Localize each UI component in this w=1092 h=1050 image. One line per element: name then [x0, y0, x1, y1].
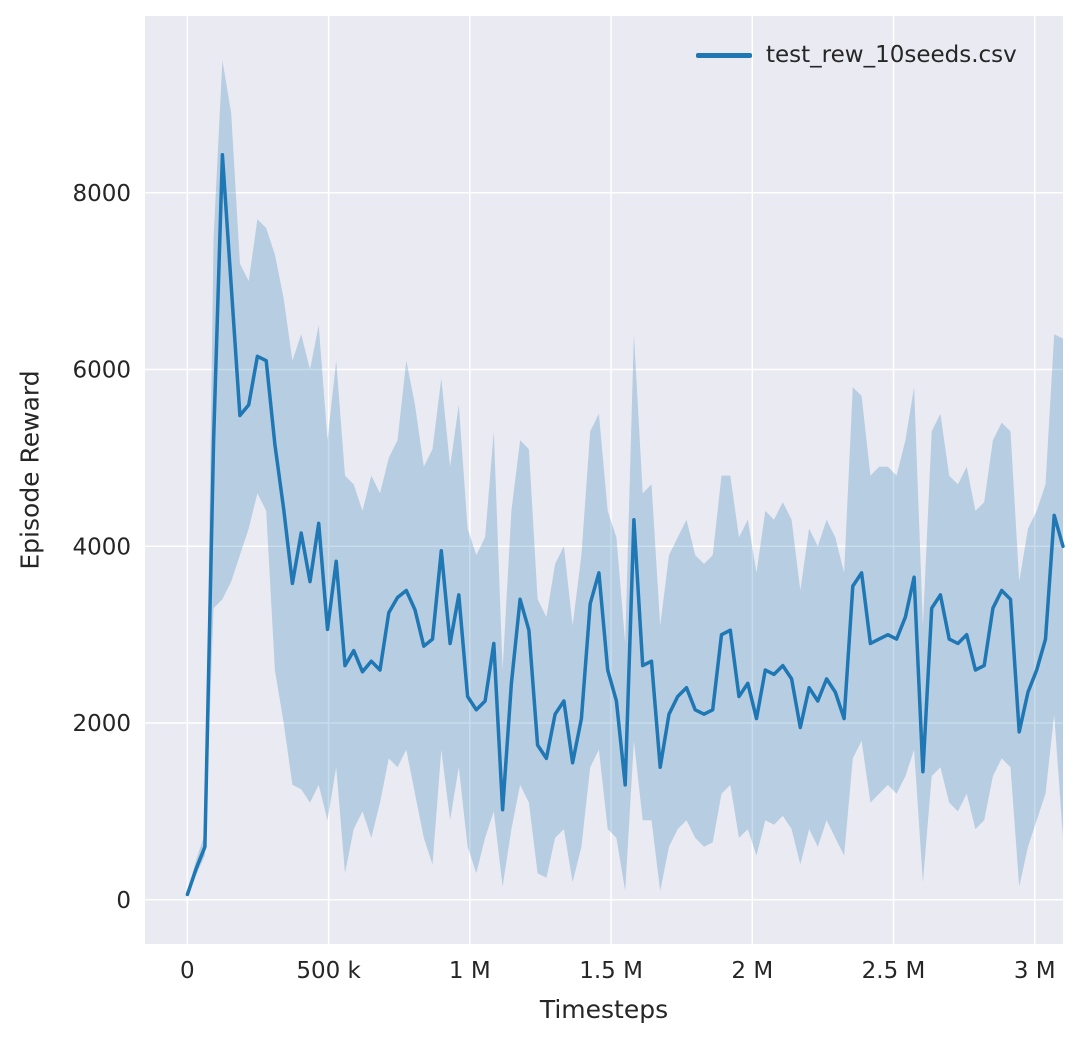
x-tick-label: 1 M [449, 958, 491, 984]
legend-series-label: test_rew_10seeds.csv [766, 42, 1017, 68]
x-tick-label: 2 M [731, 958, 773, 984]
plot-area [145, 16, 1063, 944]
y-tick-label: 0 [116, 888, 131, 914]
x-tick-label: 0 [180, 958, 195, 984]
x-tick-label: 1.5 M [579, 958, 643, 984]
x-axis-label: Timesteps [539, 995, 669, 1024]
x-tick-label: 500 k [296, 958, 361, 984]
y-axis-label: Episode Reward [15, 370, 45, 570]
y-tick-label: 4000 [72, 534, 131, 560]
legend-line-swatch [696, 52, 752, 58]
confidence-band [187, 60, 1063, 897]
y-tick-label: 8000 [72, 181, 131, 207]
x-tick-label: 3 M [1014, 958, 1056, 984]
y-tick-label: 6000 [72, 358, 131, 384]
mean-reward-line [185, 153, 1065, 897]
y-tick-label: 2000 [72, 711, 131, 737]
legend: test_rew_10seeds.csv [696, 42, 1017, 68]
x-tick-label: 2.5 M [862, 958, 926, 984]
